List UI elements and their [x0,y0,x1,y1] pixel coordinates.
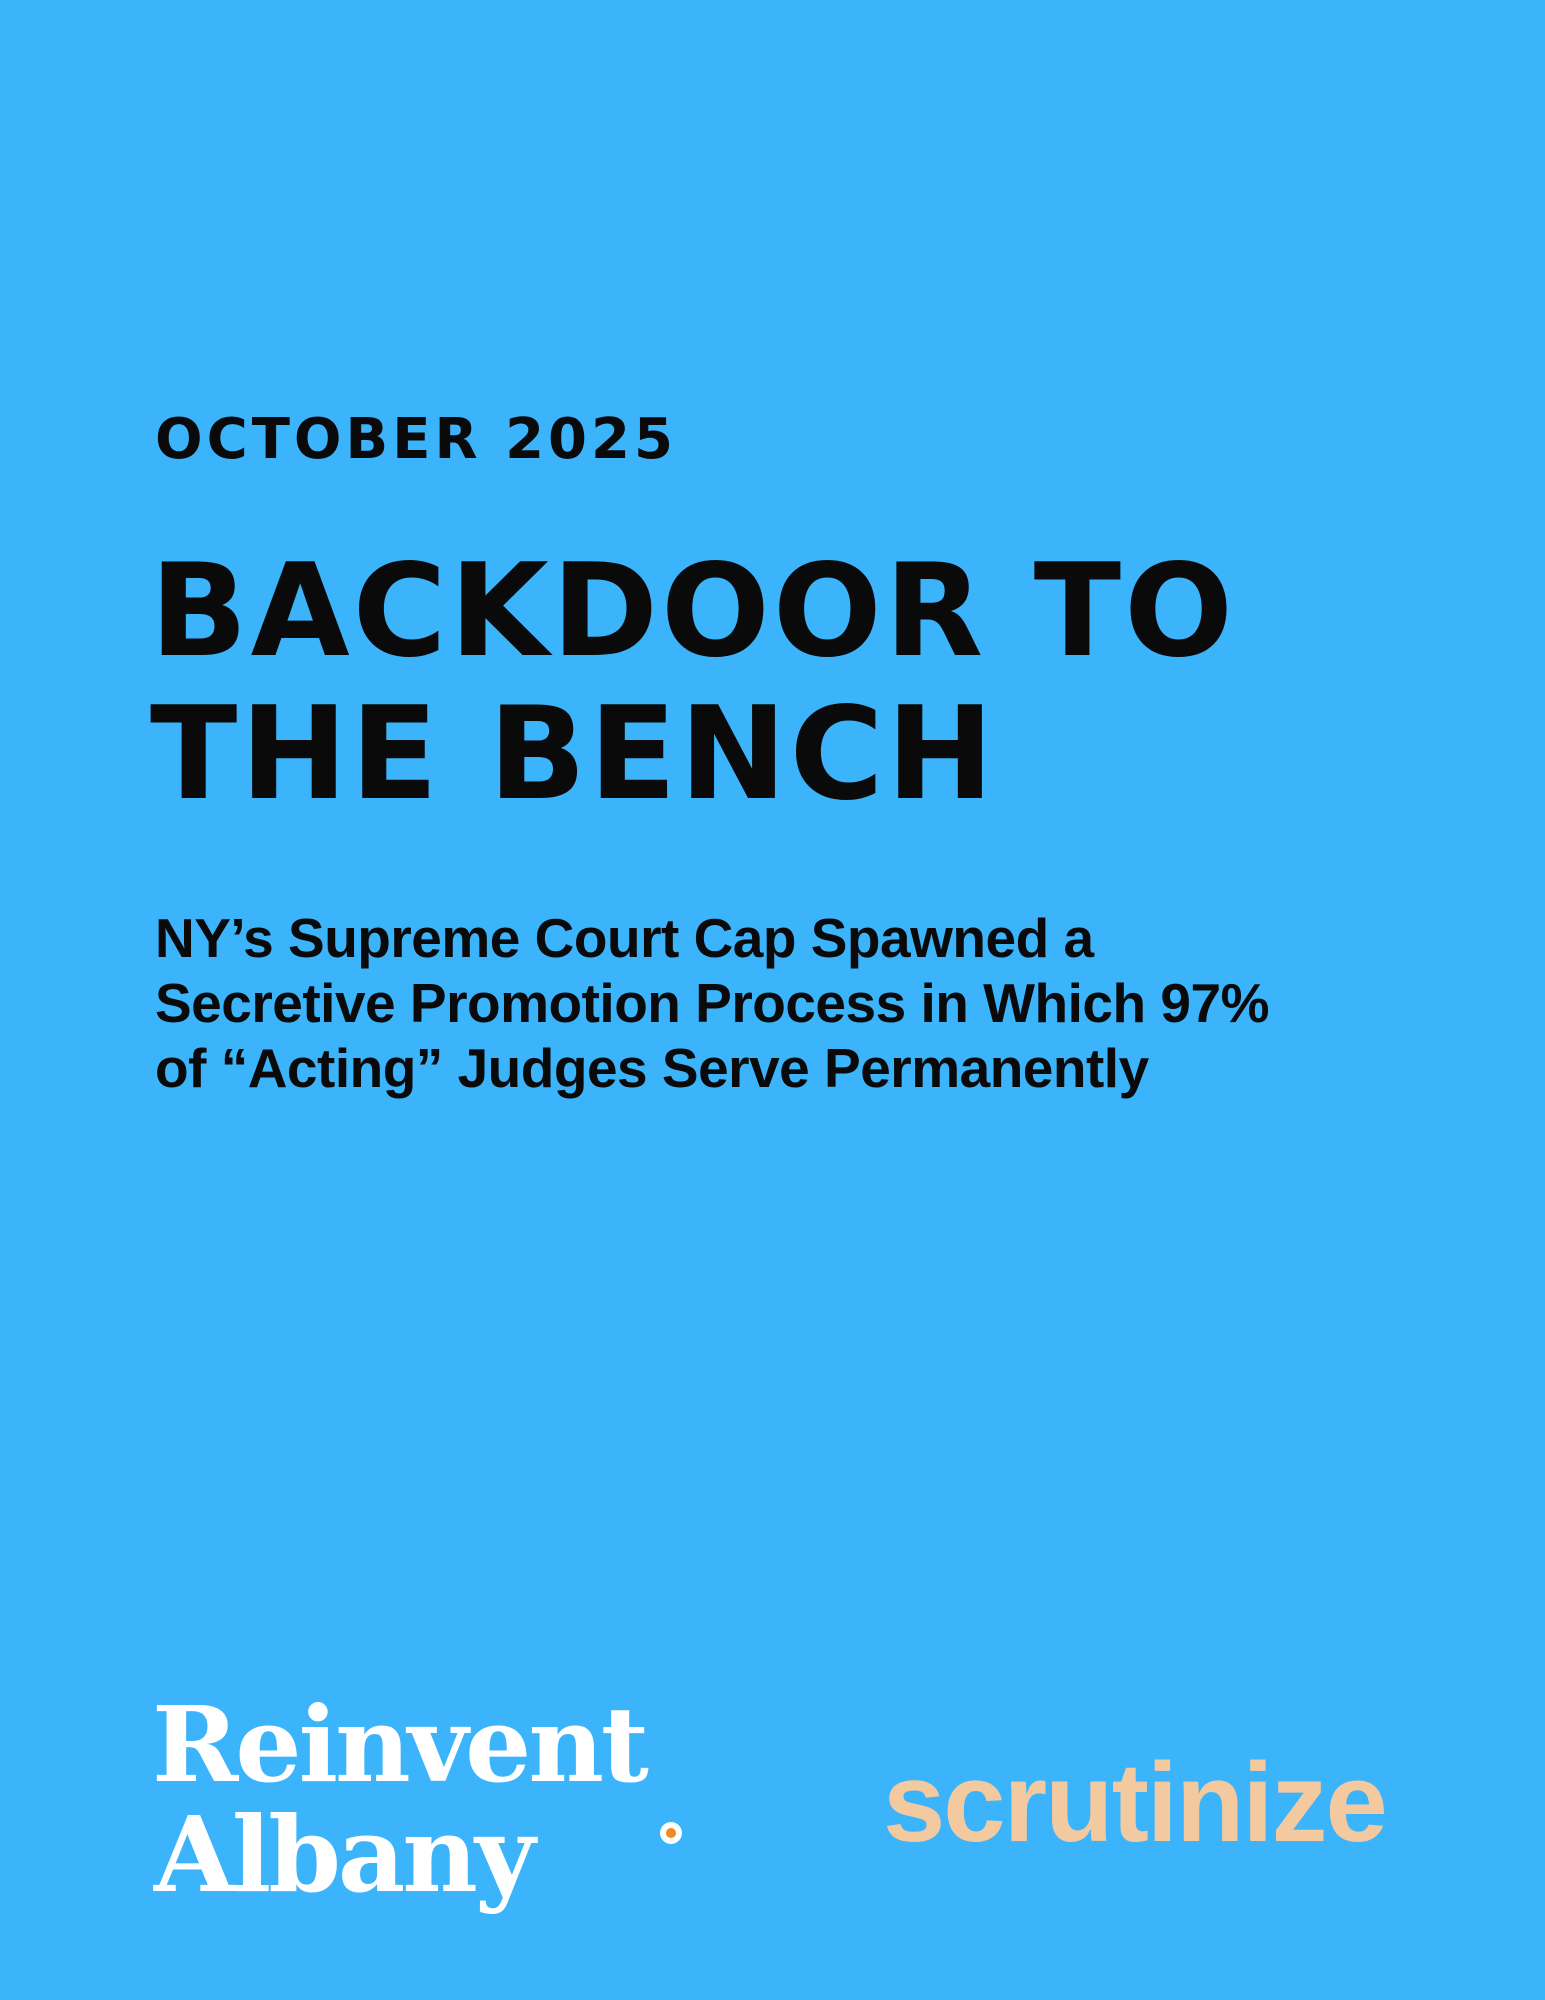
reinvent-albany-logo-line-2: Albany [154,1793,535,1916]
reinvent-albany-dot-icon [660,1822,682,1844]
report-subtitle: NY’s Supreme Court Cap Spawned a Secreti… [155,906,1435,1101]
scrutinize-logo: scrutinize [883,1740,1388,1865]
report-title: BACKDOOR TO THE BENCH [150,540,1236,826]
report-subtitle-line-2: Secretive Promotion Process in Which 97% [155,972,1269,1034]
report-date: OCTOBER 2025 [155,407,677,472]
reinvent-albany-logo-line-1: Reinvent [152,1683,649,1806]
report-subtitle-line-1: NY’s Supreme Court Cap Spawned a [155,907,1094,969]
report-subtitle-line-3: of “Acting” Judges Serve Permanently [155,1037,1149,1099]
report-title-line-2: THE BENCH [150,680,997,829]
report-title-line-1: BACKDOOR TO [150,537,1236,686]
reinvent-albany-logo: Reinvent Albany [152,1683,649,1916]
